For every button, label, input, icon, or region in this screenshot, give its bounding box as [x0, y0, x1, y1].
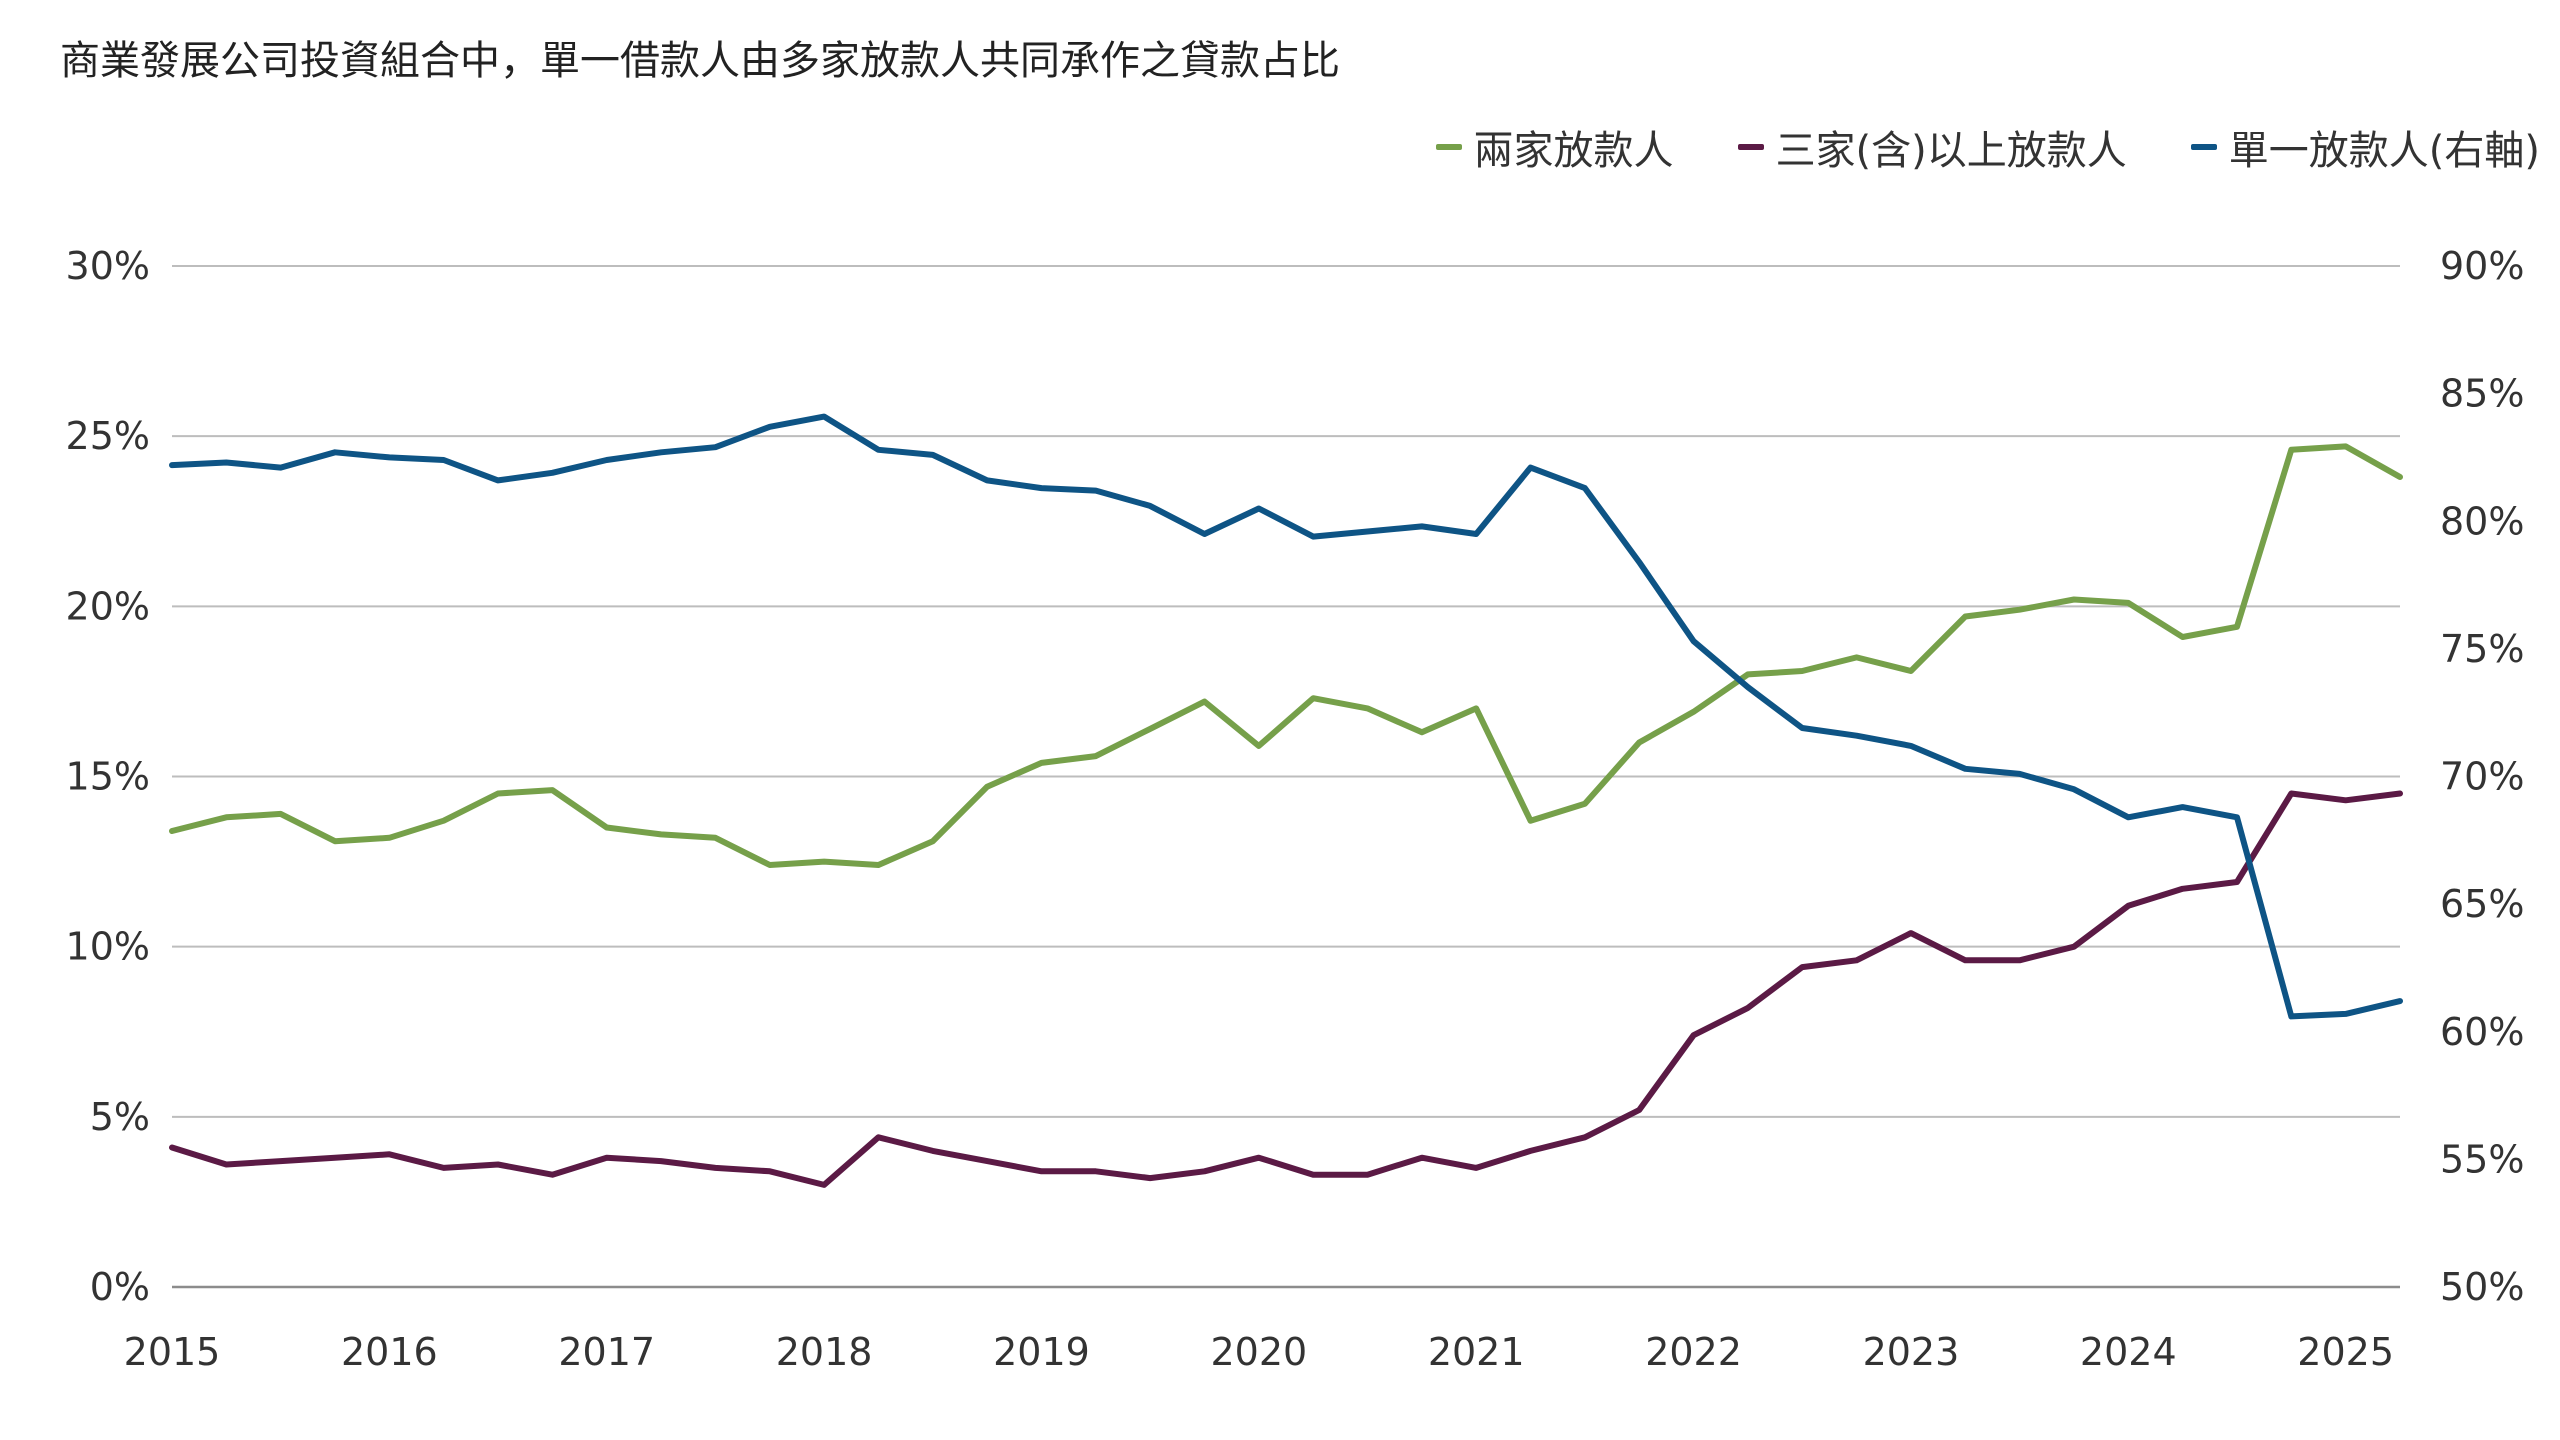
x-tick-label: 2017: [558, 1330, 655, 1374]
legend-swatch-two-lenders: [1435, 144, 1462, 150]
legend-item-two-lenders: 兩家放款人: [1435, 118, 1674, 176]
legend: 兩家放款人 三家(含)以上放款人 單一放款人(右軸): [1435, 118, 2540, 176]
y-left-tick-label: 25%: [66, 414, 150, 458]
y-right-tick-label: 75%: [2440, 627, 2524, 671]
legend-label-three-plus-lenders: 三家(含)以上放款人: [1775, 128, 2127, 174]
x-tick-label: 2018: [776, 1330, 873, 1374]
y-right-tick-label: 55%: [2440, 1137, 2524, 1181]
legend-label-single-lender: 單一放款人(右軸): [2228, 128, 2540, 174]
x-tick-label: 2022: [1645, 1330, 1742, 1374]
series-line-two-lenders: [169, 443, 2403, 868]
y-left-tick-label: 0%: [90, 1265, 150, 1309]
y-left-tick-label: 10%: [66, 925, 150, 969]
y-right-tick-label: 65%: [2440, 882, 2524, 926]
legend-item-three-plus-lenders: 三家(含)以上放款人: [1737, 118, 2127, 176]
x-tick-label: 2016: [341, 1330, 438, 1374]
y-right-tick-label: 70%: [2440, 755, 2524, 799]
gridlines: [172, 265, 2400, 1289]
x-tick-label: 2020: [1210, 1330, 1307, 1374]
chart-title: 商業發展公司投資組合中，單一借款人由多家放款人共同承作之貸款占比: [60, 38, 1340, 84]
y-right-tick-label: 50%: [2440, 1265, 2524, 1309]
y-left-tick-label: 30%: [66, 244, 150, 288]
legend-item-single-lender: 單一放款人(右軸): [2190, 118, 2540, 176]
y-left-tick-label: 20%: [66, 584, 150, 628]
legend-swatch-single-lender: [2190, 144, 2217, 150]
y-right-tick-label: 60%: [2440, 1010, 2524, 1054]
x-tick-label: 2023: [1863, 1330, 1960, 1374]
y-right-tick-label: 80%: [2440, 499, 2524, 543]
y-right-tick-label: 85%: [2440, 372, 2524, 416]
series-line-three-plus-lenders: [169, 790, 2403, 1188]
x-tick-label: 2024: [2080, 1330, 2177, 1374]
x-tick-label: 2025: [2297, 1330, 2394, 1374]
y-right-tick-label: 90%: [2440, 244, 2524, 288]
legend-label-two-lenders: 兩家放款人: [1473, 128, 1674, 174]
series-line-single-lender: [169, 413, 2403, 1020]
x-tick-label: 2019: [993, 1330, 1090, 1374]
x-tick-label: 2015: [124, 1330, 221, 1374]
legend-swatch-three-plus-lenders: [1737, 144, 1764, 150]
y-left-tick-label: 15%: [66, 755, 150, 799]
x-tick-label: 2021: [1428, 1330, 1525, 1374]
y-left-tick-label: 5%: [90, 1095, 150, 1139]
